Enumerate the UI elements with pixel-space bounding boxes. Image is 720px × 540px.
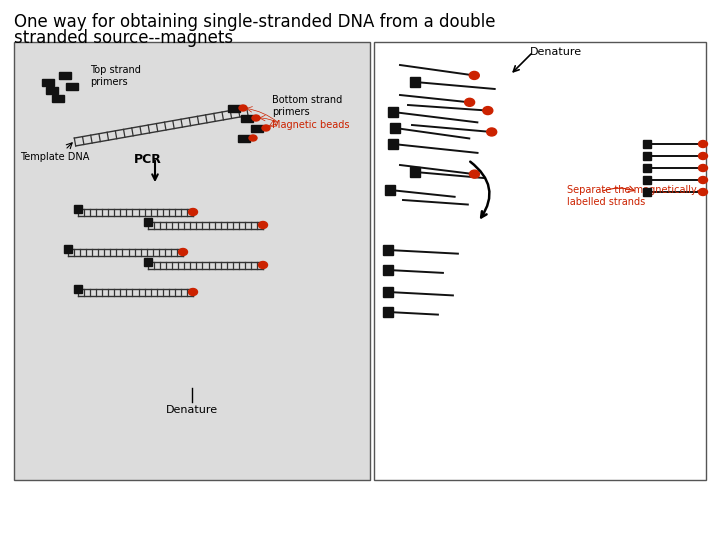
Ellipse shape	[258, 221, 268, 228]
Text: Top strand
primers: Top strand primers	[90, 65, 141, 87]
Bar	[59, 72, 71, 79]
Ellipse shape	[189, 208, 197, 215]
Bar	[383, 265, 393, 275]
Text: Separate the magnetically-
labelled strands: Separate the magnetically- labelled stra…	[567, 185, 700, 207]
Bar	[390, 123, 400, 133]
Bar	[385, 185, 395, 195]
Text: Denature: Denature	[166, 405, 218, 415]
Ellipse shape	[249, 135, 257, 141]
Ellipse shape	[258, 261, 268, 268]
Text: stranded source--magnets: stranded source--magnets	[14, 29, 233, 47]
Bar	[66, 83, 78, 90]
Bar	[228, 105, 240, 112]
Bar	[388, 139, 398, 149]
Ellipse shape	[487, 128, 497, 136]
Ellipse shape	[698, 188, 708, 195]
Text: PCR: PCR	[134, 153, 162, 166]
Bar	[52, 95, 64, 102]
Ellipse shape	[698, 140, 708, 147]
Ellipse shape	[464, 98, 474, 106]
Ellipse shape	[179, 248, 187, 255]
Bar	[383, 245, 393, 255]
Bar	[144, 258, 152, 266]
Ellipse shape	[239, 105, 247, 111]
Ellipse shape	[469, 71, 480, 79]
Bar	[643, 140, 651, 148]
Bar	[643, 176, 651, 184]
Text: Denature: Denature	[530, 47, 582, 57]
Text: Magnetic beads: Magnetic beads	[272, 120, 349, 130]
Bar	[388, 107, 398, 117]
Bar	[14, 42, 370, 480]
Ellipse shape	[483, 106, 492, 114]
Bar	[238, 135, 250, 142]
Text: One way for obtaining single-stranded DNA from a double: One way for obtaining single-stranded DN…	[14, 13, 495, 31]
Bar	[64, 245, 72, 253]
Bar	[383, 287, 393, 297]
Bar	[383, 307, 393, 317]
Bar	[74, 205, 82, 213]
Bar	[251, 125, 263, 132]
Bar	[241, 115, 253, 122]
Bar	[410, 77, 420, 87]
Ellipse shape	[698, 165, 708, 172]
Bar	[643, 188, 651, 196]
Bar	[374, 42, 706, 480]
Bar	[643, 152, 651, 160]
Bar	[42, 79, 54, 86]
Text: Template DNA: Template DNA	[20, 152, 89, 162]
Ellipse shape	[698, 152, 708, 159]
Ellipse shape	[262, 125, 270, 131]
Bar	[643, 164, 651, 172]
Bar	[144, 218, 152, 226]
Ellipse shape	[469, 170, 480, 178]
Bar	[74, 285, 82, 293]
Text: Bottom strand
primers: Bottom strand primers	[272, 95, 342, 117]
Ellipse shape	[189, 288, 197, 295]
Ellipse shape	[252, 115, 260, 121]
Ellipse shape	[698, 177, 708, 184]
Bar	[410, 167, 420, 177]
Bar	[46, 87, 58, 94]
